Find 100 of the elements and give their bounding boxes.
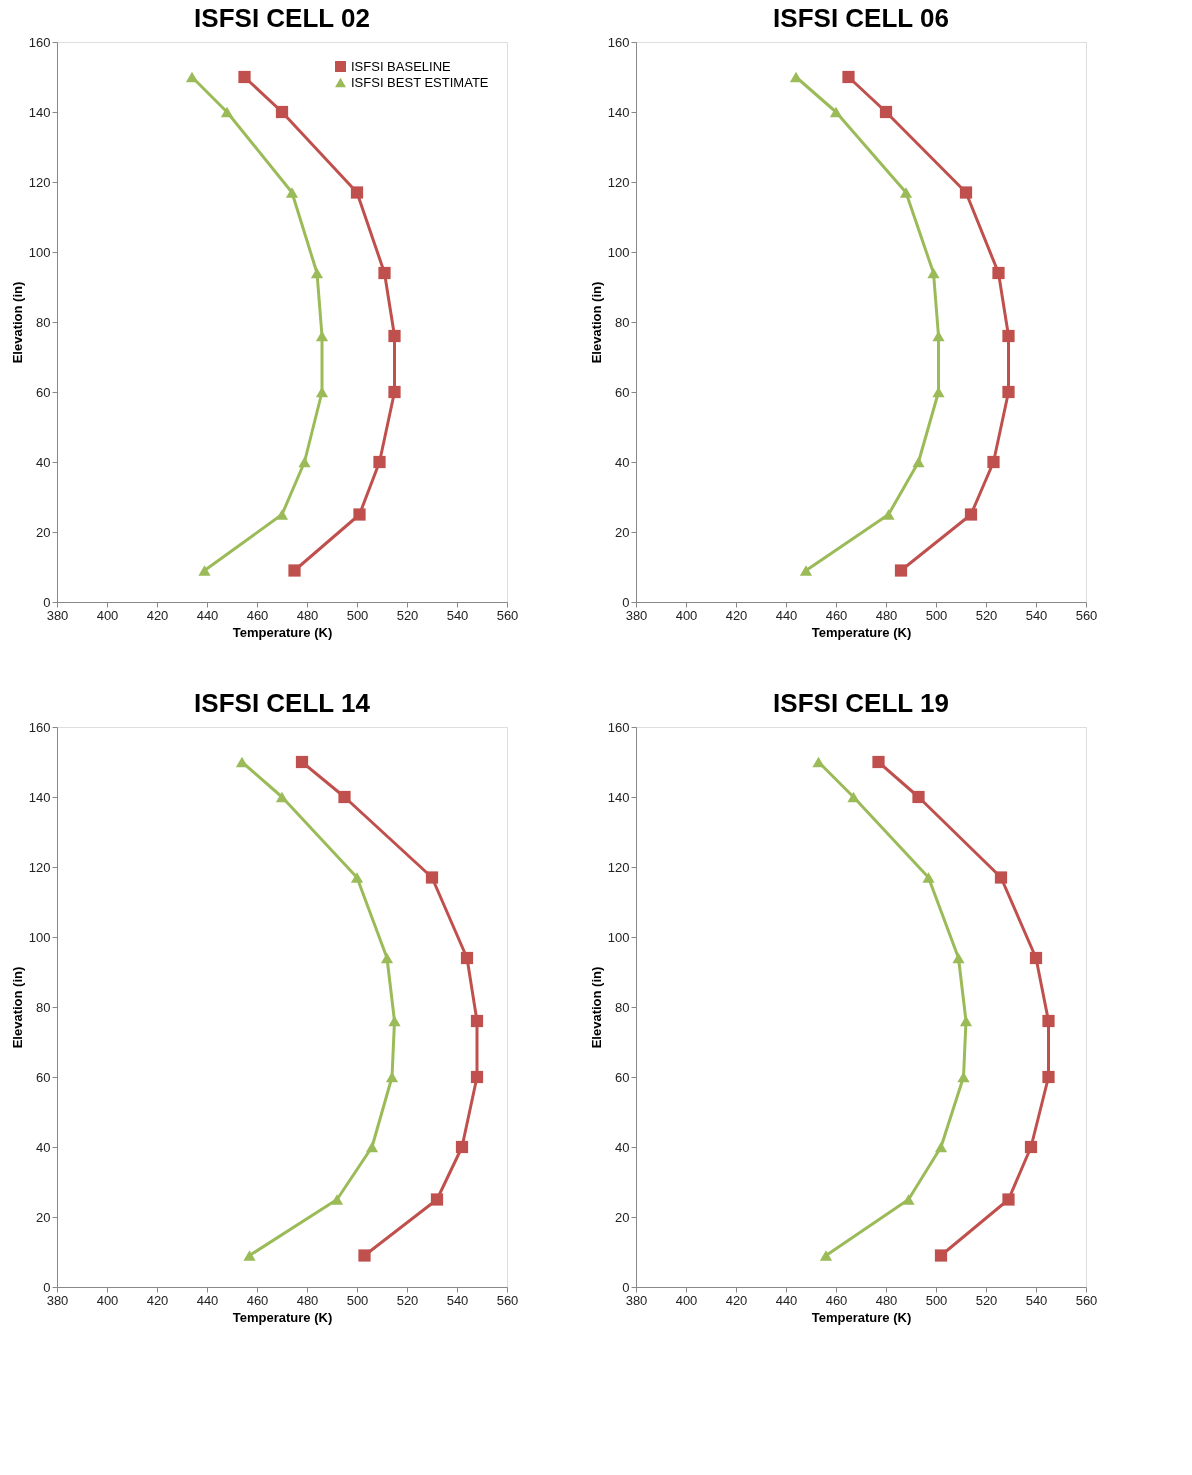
x-tick-label: 540 — [446, 607, 469, 623]
point — [959, 186, 973, 199]
point — [243, 1250, 256, 1261]
y-tick-label: 140 — [28, 104, 51, 120]
y-tick-label: 120 — [28, 859, 51, 875]
x-tick-label: 560 — [1075, 1292, 1098, 1308]
x-tick-label: 400 — [675, 607, 698, 623]
point — [350, 186, 364, 199]
x-tick-label: 500 — [925, 607, 948, 623]
point — [350, 872, 364, 883]
y-tick-label: 100 — [28, 244, 51, 260]
chart-title: ISFSI CELL 19 — [773, 688, 949, 718]
x-tick-label: 560 — [496, 607, 519, 623]
y-tick-label: 160 — [607, 719, 630, 735]
y-tick-label: 80 — [36, 999, 51, 1015]
x-tick-label: 500 — [925, 1292, 948, 1308]
point — [1002, 329, 1015, 343]
x-tick-label: 540 — [1025, 1292, 1048, 1308]
x-tick-label: 520 — [975, 607, 998, 623]
x-tick-label: 400 — [96, 607, 119, 623]
x-tick-label: 460 — [246, 607, 269, 623]
x-tick-label: 420 — [725, 1292, 748, 1308]
x-tick-label: 440 — [196, 1292, 219, 1308]
x-tick-label: 540 — [446, 1292, 469, 1308]
y-tick-label: 140 — [607, 104, 630, 120]
x-tick-label: 480 — [296, 1292, 319, 1308]
point — [927, 267, 940, 279]
x-tick-label: 560 — [496, 1292, 519, 1308]
point — [238, 70, 251, 84]
point — [380, 952, 394, 964]
x-tick-label: 460 — [246, 1292, 269, 1308]
point — [819, 1250, 833, 1261]
y-tick-label: 0 — [622, 1279, 630, 1295]
y-tick-label: 140 — [607, 789, 630, 805]
x-tick-label: 540 — [1025, 607, 1048, 623]
x-tick-label: 400 — [675, 1292, 698, 1308]
point — [902, 1194, 915, 1205]
point — [812, 756, 825, 768]
y-tick-label: 0 — [622, 594, 630, 610]
point — [330, 1194, 344, 1205]
x-tick-label: 480 — [875, 1292, 898, 1308]
point — [310, 267, 324, 279]
point — [365, 1141, 379, 1153]
point — [922, 872, 935, 883]
y-tick-label: 80 — [615, 999, 630, 1015]
x-axis-title: Temperature (K) — [811, 1309, 912, 1325]
x-tick-label: 420 — [725, 607, 748, 623]
point — [894, 564, 908, 577]
point — [220, 106, 234, 118]
y-axis-title: Elevation (in) — [588, 281, 604, 364]
y-tick-label: 20 — [36, 524, 51, 540]
point — [388, 385, 401, 399]
point — [185, 71, 199, 83]
point — [353, 508, 366, 521]
point — [1002, 385, 1015, 399]
point — [964, 508, 978, 521]
y-tick-label: 60 — [36, 384, 51, 400]
x-tick-label: 460 — [825, 1292, 848, 1308]
point — [460, 951, 474, 965]
x-tick-label: 400 — [96, 1292, 119, 1308]
point — [315, 330, 329, 342]
point — [430, 1193, 444, 1206]
chart-title: ISFSI CELL 06 — [773, 3, 949, 33]
point — [1042, 1070, 1055, 1084]
point — [847, 791, 860, 803]
point — [912, 790, 925, 804]
x-tick-label: 380 — [625, 607, 648, 623]
x-tick-label: 480 — [875, 607, 898, 623]
point — [952, 952, 965, 964]
point — [315, 386, 329, 398]
y-tick-label: 100 — [607, 244, 630, 260]
point — [338, 790, 351, 804]
x-tick-label: 380 — [625, 1292, 648, 1308]
point — [934, 1249, 948, 1262]
point — [799, 565, 813, 576]
point — [1029, 951, 1043, 965]
y-tick-label: 140 — [28, 789, 51, 805]
x-tick-label: 560 — [1075, 607, 1098, 623]
x-axis-title: Temperature (K) — [811, 624, 912, 640]
y-axis-title: Elevation (in) — [9, 966, 25, 1049]
point — [994, 871, 1008, 884]
point — [275, 105, 289, 119]
point — [358, 1249, 371, 1262]
y-tick-label: 40 — [36, 454, 51, 470]
y-tick-label: 40 — [615, 454, 630, 470]
point — [470, 1070, 484, 1084]
y-tick-label: 60 — [615, 384, 630, 400]
y-tick-label: 60 — [36, 1069, 51, 1085]
x-tick-label: 460 — [825, 607, 848, 623]
x-tick-label: 500 — [346, 1292, 369, 1308]
legend-label: ISFSI BASELINE — [351, 58, 452, 74]
point — [455, 1140, 469, 1154]
point — [425, 871, 439, 884]
y-tick-label: 100 — [607, 929, 630, 945]
y-axis-title: Elevation (in) — [9, 281, 25, 364]
x-tick-label: 380 — [46, 607, 69, 623]
x-tick-label: 420 — [146, 607, 169, 623]
y-tick-label: 160 — [28, 34, 51, 50]
y-tick-label: 20 — [615, 1209, 630, 1225]
point — [470, 1014, 484, 1028]
